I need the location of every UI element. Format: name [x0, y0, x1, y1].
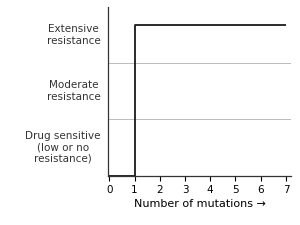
X-axis label: Number of mutations →: Number of mutations →	[134, 199, 266, 209]
Text: Extensive
resistance: Extensive resistance	[47, 24, 101, 46]
Text: Moderate
resistance: Moderate resistance	[47, 80, 101, 102]
Text: Drug sensitive
(low or no
resistance): Drug sensitive (low or no resistance)	[25, 131, 101, 164]
